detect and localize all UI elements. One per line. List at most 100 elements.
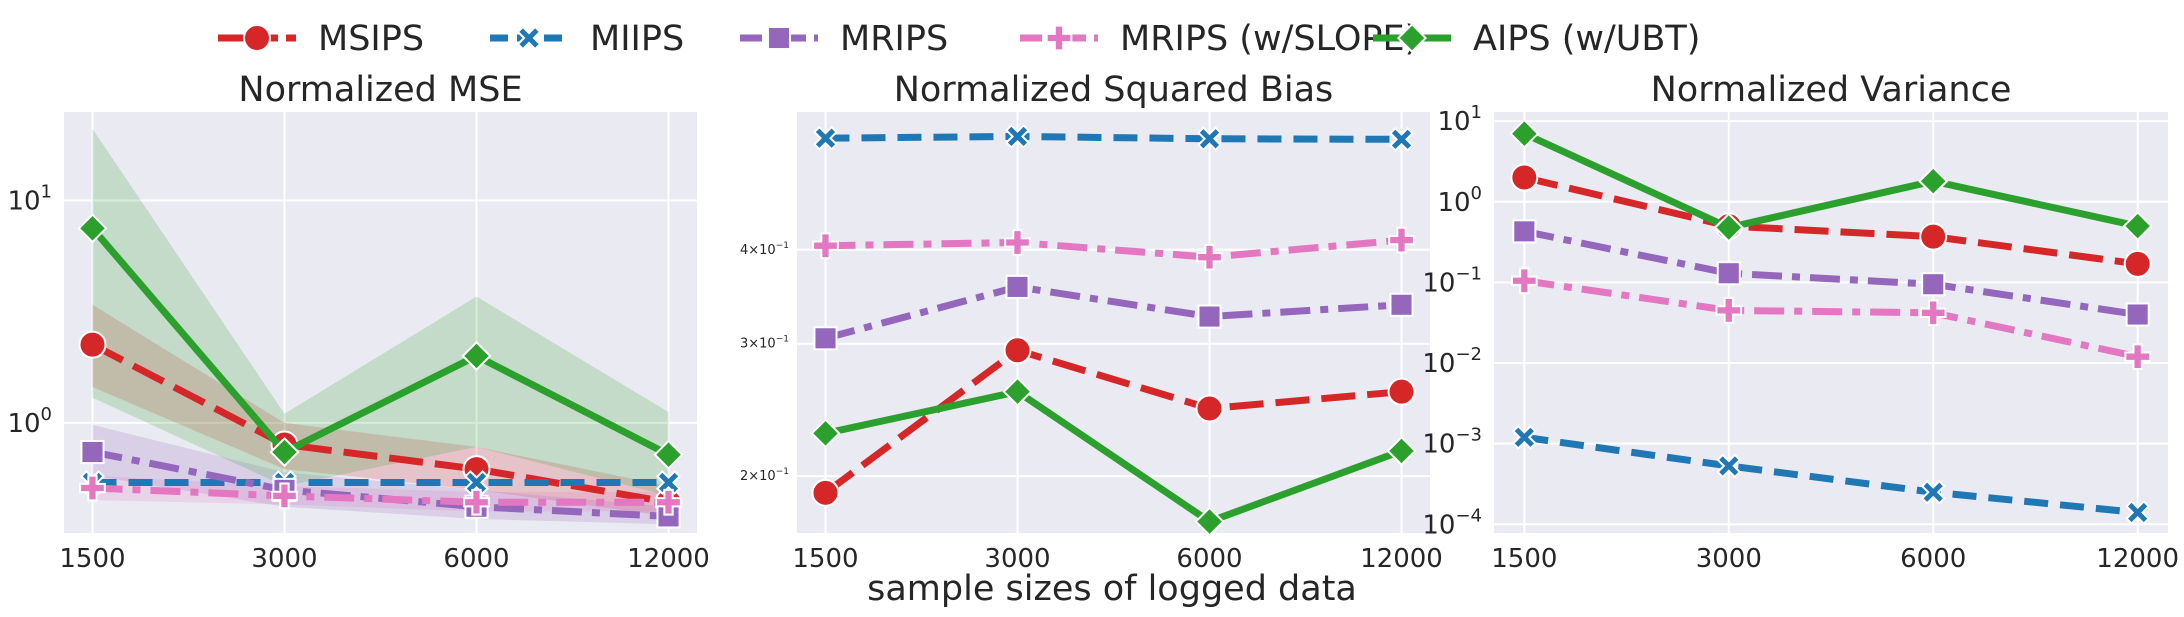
series-2-1 (1511, 424, 2151, 525)
y-tick-2-0: 10−4 (1422, 505, 1482, 540)
point-2-4-1 (1713, 212, 1744, 243)
x-tick-0-0: 1500 (59, 544, 125, 574)
point-2-2-0 (1512, 219, 1537, 244)
point-1-4-1 (1002, 376, 1033, 407)
panel-title-0: Normalized MSE (238, 70, 522, 110)
point-1-2-1 (1005, 274, 1030, 299)
panel-0: Normalized MSE 1500 3000 6000 12000 100 101 (7, 70, 709, 574)
series-line-2-0 (1523, 174, 2139, 268)
point-2-3-0 (1510, 267, 1538, 295)
point-1-3-2 (1196, 243, 1223, 271)
series-1-2 (813, 274, 1414, 351)
point-0-3-3 (655, 488, 682, 516)
point-1-3-1 (1004, 229, 1031, 256)
point-0-3-1 (271, 482, 298, 510)
y-tick-2-3: 10−1 (1422, 263, 1482, 298)
point-2-1-0 (1511, 424, 1537, 450)
x-tick-1-1: 3000 (984, 544, 1050, 574)
x-axis-label: sample sizes of logged data (867, 569, 1357, 609)
series-line-0-3 (92, 484, 669, 506)
series-line-0-2 (91, 448, 669, 520)
plot-area-2 (1494, 112, 2168, 533)
legend-marker-3 (1045, 24, 1073, 52)
panel-title-2: Normalized Variance (1651, 70, 2012, 110)
point-2-0-3 (2123, 249, 2152, 278)
x-tick-1-2: 6000 (1176, 544, 1242, 574)
x-tick-2-2: 6000 (1900, 544, 1966, 574)
x-tick-2-3: 12000 (2096, 544, 2179, 574)
y-tick-0-0: 100 (7, 404, 52, 439)
point-2-0-0 (1510, 163, 1539, 192)
point-1-4-0 (810, 418, 841, 449)
y-tick-1-2: 4×10−1 (740, 241, 789, 258)
series-0-3 (79, 474, 682, 516)
legend-label-0: MSIPS (318, 19, 424, 59)
point-0-4-0 (77, 213, 108, 244)
series-line-0-4 (89, 226, 671, 458)
series-line-2-4 (1522, 130, 2139, 232)
point-1-2-3 (1389, 292, 1414, 317)
point-1-2-0 (813, 326, 838, 351)
point-1-4-3 (1386, 435, 1417, 467)
x-tick-2-1: 3000 (1696, 544, 1762, 574)
legend-label-3: MRIPS (w/SLOPE) (1120, 19, 1418, 59)
x-tick-0-2: 6000 (443, 544, 509, 574)
point-2-3-3 (2124, 343, 2152, 371)
point-0-4-3 (653, 439, 684, 470)
plot-area-1 (797, 112, 1430, 533)
point-1-3-3 (1388, 226, 1415, 254)
series-line-1-1 (825, 132, 1402, 143)
legend-marker-4 (1396, 22, 1428, 54)
point-0-3-0 (79, 474, 106, 502)
y-tick-1-1: 3×10−1 (740, 335, 789, 352)
point-1-1-3 (1389, 126, 1414, 152)
series-1-1 (813, 123, 1414, 152)
point-2-4-0 (1509, 118, 1540, 149)
y-tick-2-4: 100 (1437, 183, 1482, 218)
series-1-4 (810, 376, 1417, 537)
band-0-0 (92, 304, 669, 517)
point-0-1-2 (464, 469, 489, 495)
legend-label-4: AIPS (w/UBT) (1473, 19, 1700, 59)
panel-2: Normalized Variance 1500 3000 6000 12000 10−4… (1422, 70, 2179, 574)
point-0-4-2 (461, 340, 492, 372)
y-tick-2-2: 10−2 (1422, 344, 1482, 379)
legend-marker-1 (516, 25, 542, 51)
legend-entry-3: MRIPS (w/SLOPE) (1020, 19, 1418, 59)
x-tick-1-3: 12000 (1360, 544, 1443, 574)
point-2-0-2 (1919, 222, 1948, 251)
point-2-1-2 (1920, 479, 1946, 505)
point-1-1-2 (1197, 126, 1222, 152)
legend-label-1: MIIPS (590, 19, 684, 59)
series-line-1-4 (824, 388, 1403, 526)
legend-entry-0: MSIPS (218, 19, 424, 59)
series-2-2 (1512, 219, 2150, 327)
y-tick-1-0: 2×10−1 (740, 467, 789, 484)
point-2-1-1 (1716, 453, 1742, 479)
point-0-1-3 (656, 469, 681, 495)
point-2-2-3 (2125, 302, 2150, 327)
legend-entry-4: AIPS (w/UBT) (1373, 19, 1700, 59)
point-1-0-1 (1003, 336, 1032, 365)
point-1-0-0 (811, 478, 840, 507)
series-line-1-0 (823, 346, 1402, 496)
legend: MSIPS MIIPS MRIPS MRIPS (w/SLOPE) AIPS (w/UB… (218, 19, 1700, 59)
series-0-4 (77, 213, 684, 470)
series-1-0 (811, 336, 1416, 507)
legend-label-2: MRIPS (840, 19, 948, 59)
point-0-0-0 (78, 330, 107, 359)
point-0-4-1 (269, 436, 300, 468)
legend-entry-2: MRIPS (740, 19, 948, 59)
point-2-3-2 (1919, 299, 1947, 327)
y-tick-2-1: 10−3 (1422, 425, 1482, 460)
point-2-4-2 (1918, 166, 1949, 197)
point-1-1-0 (813, 125, 838, 151)
point-2-4-3 (2122, 211, 2153, 242)
point-2-2-2 (1921, 272, 1946, 297)
x-tick-2-0: 1500 (1491, 544, 1557, 574)
point-1-0-2 (1195, 394, 1224, 423)
y-tick-2-5: 101 (1437, 102, 1482, 137)
point-0-3-2 (463, 488, 490, 516)
